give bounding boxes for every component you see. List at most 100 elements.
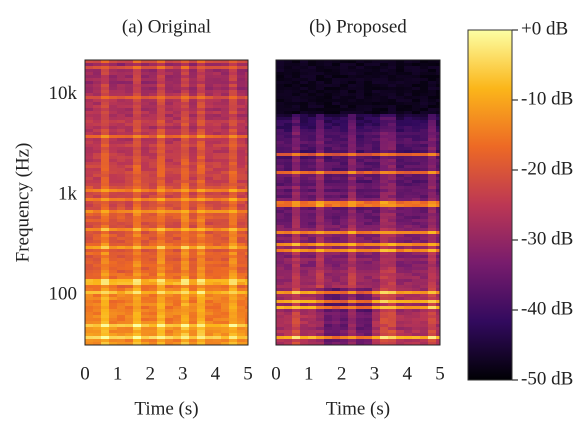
- texture-cell: [316, 228, 325, 232]
- texture-cell: [332, 84, 341, 88]
- texture-cell: [292, 315, 301, 319]
- texture-cell: [117, 204, 126, 208]
- texture-cell: [133, 285, 142, 289]
- texture-cell: [300, 285, 309, 289]
- texture-cell: [157, 237, 166, 241]
- texture-cell: [157, 219, 166, 223]
- texture-cell: [213, 69, 222, 73]
- texture-cell: [380, 216, 389, 220]
- texture-cell: [173, 168, 182, 172]
- colorbar-tick-label: +0 dB: [521, 18, 568, 39]
- texture-cell: [316, 315, 325, 319]
- texture-cell: [276, 114, 285, 118]
- texture-cell: [205, 186, 214, 190]
- texture-cell: [149, 135, 158, 139]
- texture-cell: [324, 294, 333, 298]
- texture-cell: [380, 201, 389, 205]
- texture-cell: [85, 303, 94, 307]
- texture-cell: [173, 192, 182, 196]
- texture-cell: [189, 102, 198, 106]
- texture-cell: [181, 144, 190, 148]
- texture-cell: [237, 93, 246, 97]
- texture-cell: [300, 339, 309, 343]
- texture-cell: [221, 252, 230, 256]
- texture-cell: [221, 327, 230, 331]
- texture-cell: [308, 312, 317, 316]
- texture-cell: [340, 96, 349, 100]
- texture-cell: [181, 171, 190, 175]
- texture-cell: [141, 249, 150, 253]
- texture-cell: [372, 327, 381, 331]
- texture-cell: [412, 216, 421, 220]
- texture-cell: [316, 276, 325, 280]
- texture-cell: [93, 120, 102, 124]
- texture-cell: [197, 156, 206, 160]
- texture-cell: [380, 255, 389, 259]
- texture-cell: [388, 312, 397, 316]
- texture-cell: [300, 306, 309, 310]
- texture-cell: [237, 198, 246, 202]
- texture-cell: [372, 312, 381, 316]
- texture-cell: [173, 291, 182, 295]
- texture-cell: [332, 96, 341, 100]
- texture-cell: [292, 123, 301, 127]
- texture-cell: [157, 207, 166, 211]
- texture-cell: [404, 216, 413, 220]
- texture-cell: [428, 216, 437, 220]
- texture-cell: [348, 129, 357, 133]
- texture-cell: [133, 339, 142, 343]
- texture-cell: [125, 276, 134, 280]
- texture-cell: [404, 99, 413, 103]
- texture-cell: [101, 123, 110, 127]
- texture-cell: [181, 327, 190, 331]
- texture-cell: [197, 126, 206, 130]
- texture-cell: [380, 156, 389, 160]
- texture-cell: [93, 90, 102, 94]
- texture-cell: [284, 156, 293, 160]
- texture-cell: [213, 270, 222, 274]
- texture-cell: [109, 75, 118, 79]
- texture-cell: [93, 300, 102, 304]
- texture-cell: [356, 87, 365, 91]
- texture-cell: [316, 75, 325, 79]
- texture-cell: [420, 258, 429, 262]
- texture-cell: [85, 69, 94, 73]
- texture-cell: [205, 120, 214, 124]
- texture-cell: [85, 225, 94, 229]
- texture-cell: [197, 177, 206, 181]
- texture-cell: [93, 150, 102, 154]
- texture-cell: [125, 285, 134, 289]
- texture-cell: [428, 321, 437, 325]
- texture-cell: [428, 249, 437, 253]
- texture-cell: [356, 321, 365, 325]
- texture-cell: [197, 270, 206, 274]
- texture-cell: [412, 303, 421, 307]
- texture-cell: [109, 96, 118, 100]
- texture-cell: [133, 216, 142, 220]
- texture-cell: [292, 228, 301, 232]
- texture-cell: [93, 303, 102, 307]
- texture-cell: [157, 159, 166, 163]
- texture-cell: [189, 213, 198, 217]
- texture-cell: [420, 150, 429, 154]
- texture-cell: [141, 312, 150, 316]
- texture-cell: [213, 252, 222, 256]
- texture-cell: [109, 135, 118, 139]
- texture-cell: [221, 216, 230, 220]
- texture-cell: [292, 291, 301, 295]
- texture-cell: [117, 213, 126, 217]
- texture-cell: [165, 99, 174, 103]
- texture-cell: [109, 243, 118, 247]
- texture-cell: [340, 186, 349, 190]
- texture-cell: [388, 300, 397, 304]
- texture-cell: [308, 63, 317, 67]
- texture-cell: [213, 285, 222, 289]
- texture-cell: [109, 186, 118, 190]
- texture-cell: [420, 330, 429, 334]
- texture-cell: [420, 90, 429, 94]
- texture-cell: [308, 336, 317, 340]
- texture-cell: [149, 102, 158, 106]
- texture-cell: [388, 276, 397, 280]
- texture-cell: [308, 198, 317, 202]
- texture-cell: [157, 240, 166, 244]
